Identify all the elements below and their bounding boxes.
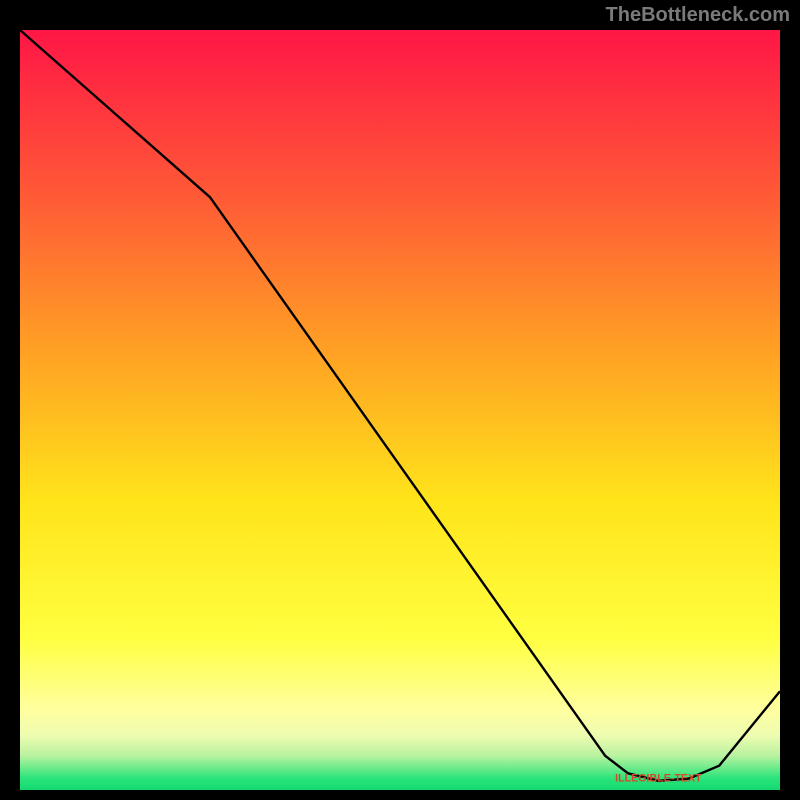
plot-background [20,30,780,790]
optimal-label: ILLEGIBLE-TEXT [615,773,702,785]
watermark-text: TheBottleneck.com [606,4,790,27]
chart-container: ILLEGIBLE-TEXT TheBottleneck.com [0,0,800,800]
bottleneck-chart: ILLEGIBLE-TEXT [0,0,800,800]
